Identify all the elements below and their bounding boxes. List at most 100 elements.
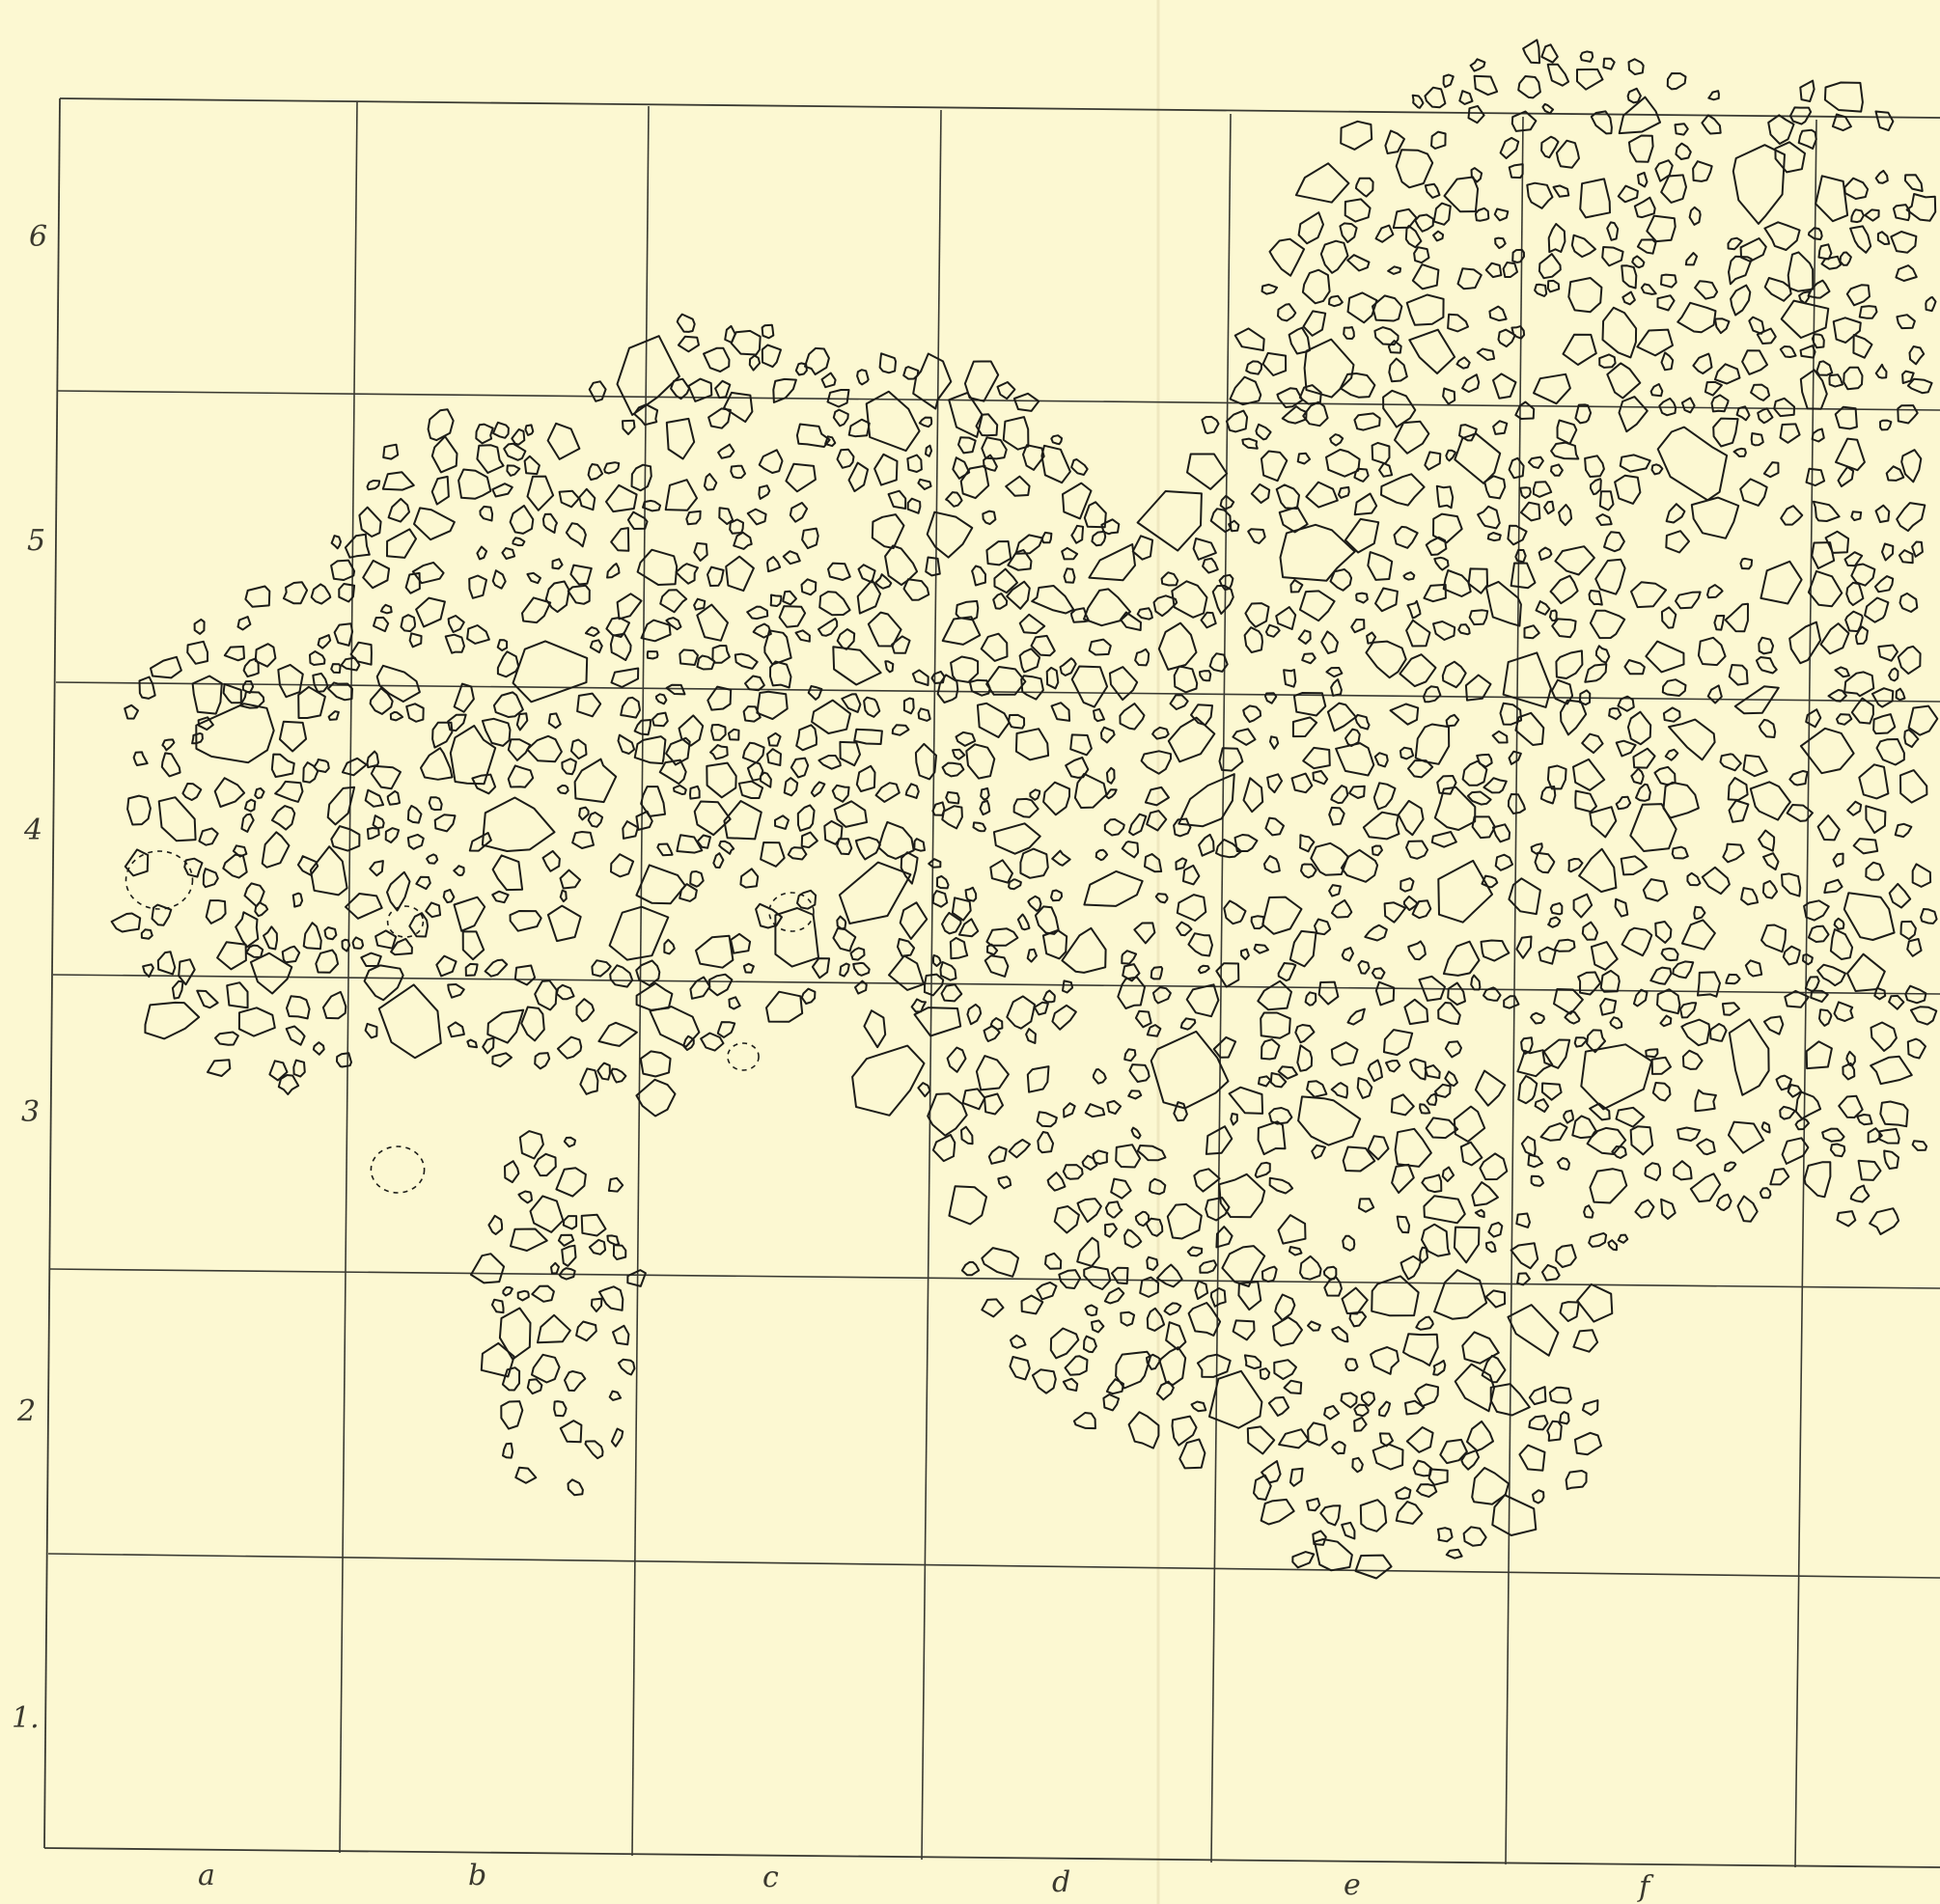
stone-outline [1514,711,1545,746]
stone-outline [1105,766,1116,785]
stone-outline [406,805,423,824]
stone-outline [1850,208,1865,224]
stone-outline [487,1214,504,1235]
stone-outline [605,617,630,638]
stone-outline [285,1025,306,1046]
stone-outline [1247,528,1266,544]
stone-outline [1571,1115,1598,1140]
stone-outline [1442,73,1455,89]
stone-outline [1304,991,1317,1007]
stone-outline [1773,397,1795,418]
stone-outline [1664,748,1679,761]
stone-outline [1534,1098,1550,1113]
stone-outline [1342,1145,1376,1173]
stone-outline [1218,1173,1266,1219]
stone-outline [1897,404,1919,425]
stone-outline [912,352,953,410]
stone-outline [557,1233,575,1247]
stone-outline [902,697,915,715]
stone-outline [559,889,568,903]
stone-outline [1176,921,1193,937]
stone-outline [1589,609,1626,640]
stone-outline [951,897,972,922]
stone-outline [274,780,304,803]
stone-outline [1621,926,1653,957]
stone-outline [1268,735,1280,750]
stone-outline [1707,90,1720,101]
stone-outline [1464,674,1492,702]
stone-outline [1215,962,1240,988]
stone-outline [453,682,475,713]
stone-outline [608,905,670,961]
stone-outline [1828,373,1843,388]
stone-outline [1508,456,1525,480]
stone-outline [1556,1157,1570,1171]
stone-outline [1602,57,1616,70]
stone-outline [1393,525,1419,549]
stone-outline [480,1341,515,1378]
stone-outline [1548,1386,1572,1404]
stone-outline [1508,750,1522,765]
stone-outline [727,728,740,741]
stone-outline [1002,416,1030,451]
stone-outline [1519,486,1532,500]
stone-outline [633,719,651,736]
stone-outline [1528,1386,1547,1406]
stone-outline [711,645,731,664]
stone-outline [1187,1302,1222,1337]
stone-outline [240,813,255,833]
stone-outline [1341,947,1354,962]
stone-outline [1554,545,1595,576]
stone-outline [312,1041,325,1056]
stone-outline [1845,581,1865,607]
stone-outline [782,590,797,606]
stone-outline [309,845,348,897]
stone-outline [1755,656,1778,675]
stone-outline [1416,1483,1438,1499]
stone-outline [333,622,354,647]
stone-outline [1799,79,1815,102]
stone-outline [718,507,734,525]
stone-outline [1760,924,1787,953]
stone-outline [358,506,382,538]
stone-outline [1169,694,1189,710]
stone-outline [1298,590,1336,622]
stone-outline [695,934,734,969]
stone-outline [1510,562,1537,590]
stone-outline [1541,102,1555,115]
stone-outline [783,777,799,797]
stone-outline [1301,268,1331,305]
stone-outline [1083,869,1144,907]
stone-outline [181,783,203,801]
stone-outline [1831,113,1852,132]
stone-outline [1909,1006,1938,1026]
stone-outline [1516,1272,1531,1286]
stone-outline [486,1008,525,1044]
stone-outline [541,849,561,872]
stone-outline [795,724,818,752]
stone-outline [1473,74,1499,97]
stone-outline [606,563,621,579]
stone-outline [1540,43,1559,64]
stone-outline [1578,689,1592,706]
stone-outline [413,507,456,541]
stone-outline [856,369,870,386]
stone-outline [766,748,782,766]
stone-outline [679,648,699,666]
stone-outline [1601,246,1624,267]
stone-outline [1516,1049,1554,1078]
stone-outline [1794,1090,1822,1120]
stone-outline [315,949,340,974]
stone-outline [1156,1263,1183,1288]
grid-col-line-4 [1210,113,1232,1863]
stone-outline [278,720,308,753]
stone-outline [1850,697,1874,725]
stone-outline [534,980,558,1011]
stone-outline [1533,373,1571,405]
stone-outline [1341,1521,1356,1540]
stone-outline [1618,96,1661,135]
stone-outline [1457,623,1471,636]
stone-outline [1617,1233,1629,1244]
stone-outline [1888,994,1905,1010]
stone-outline [1045,666,1060,690]
